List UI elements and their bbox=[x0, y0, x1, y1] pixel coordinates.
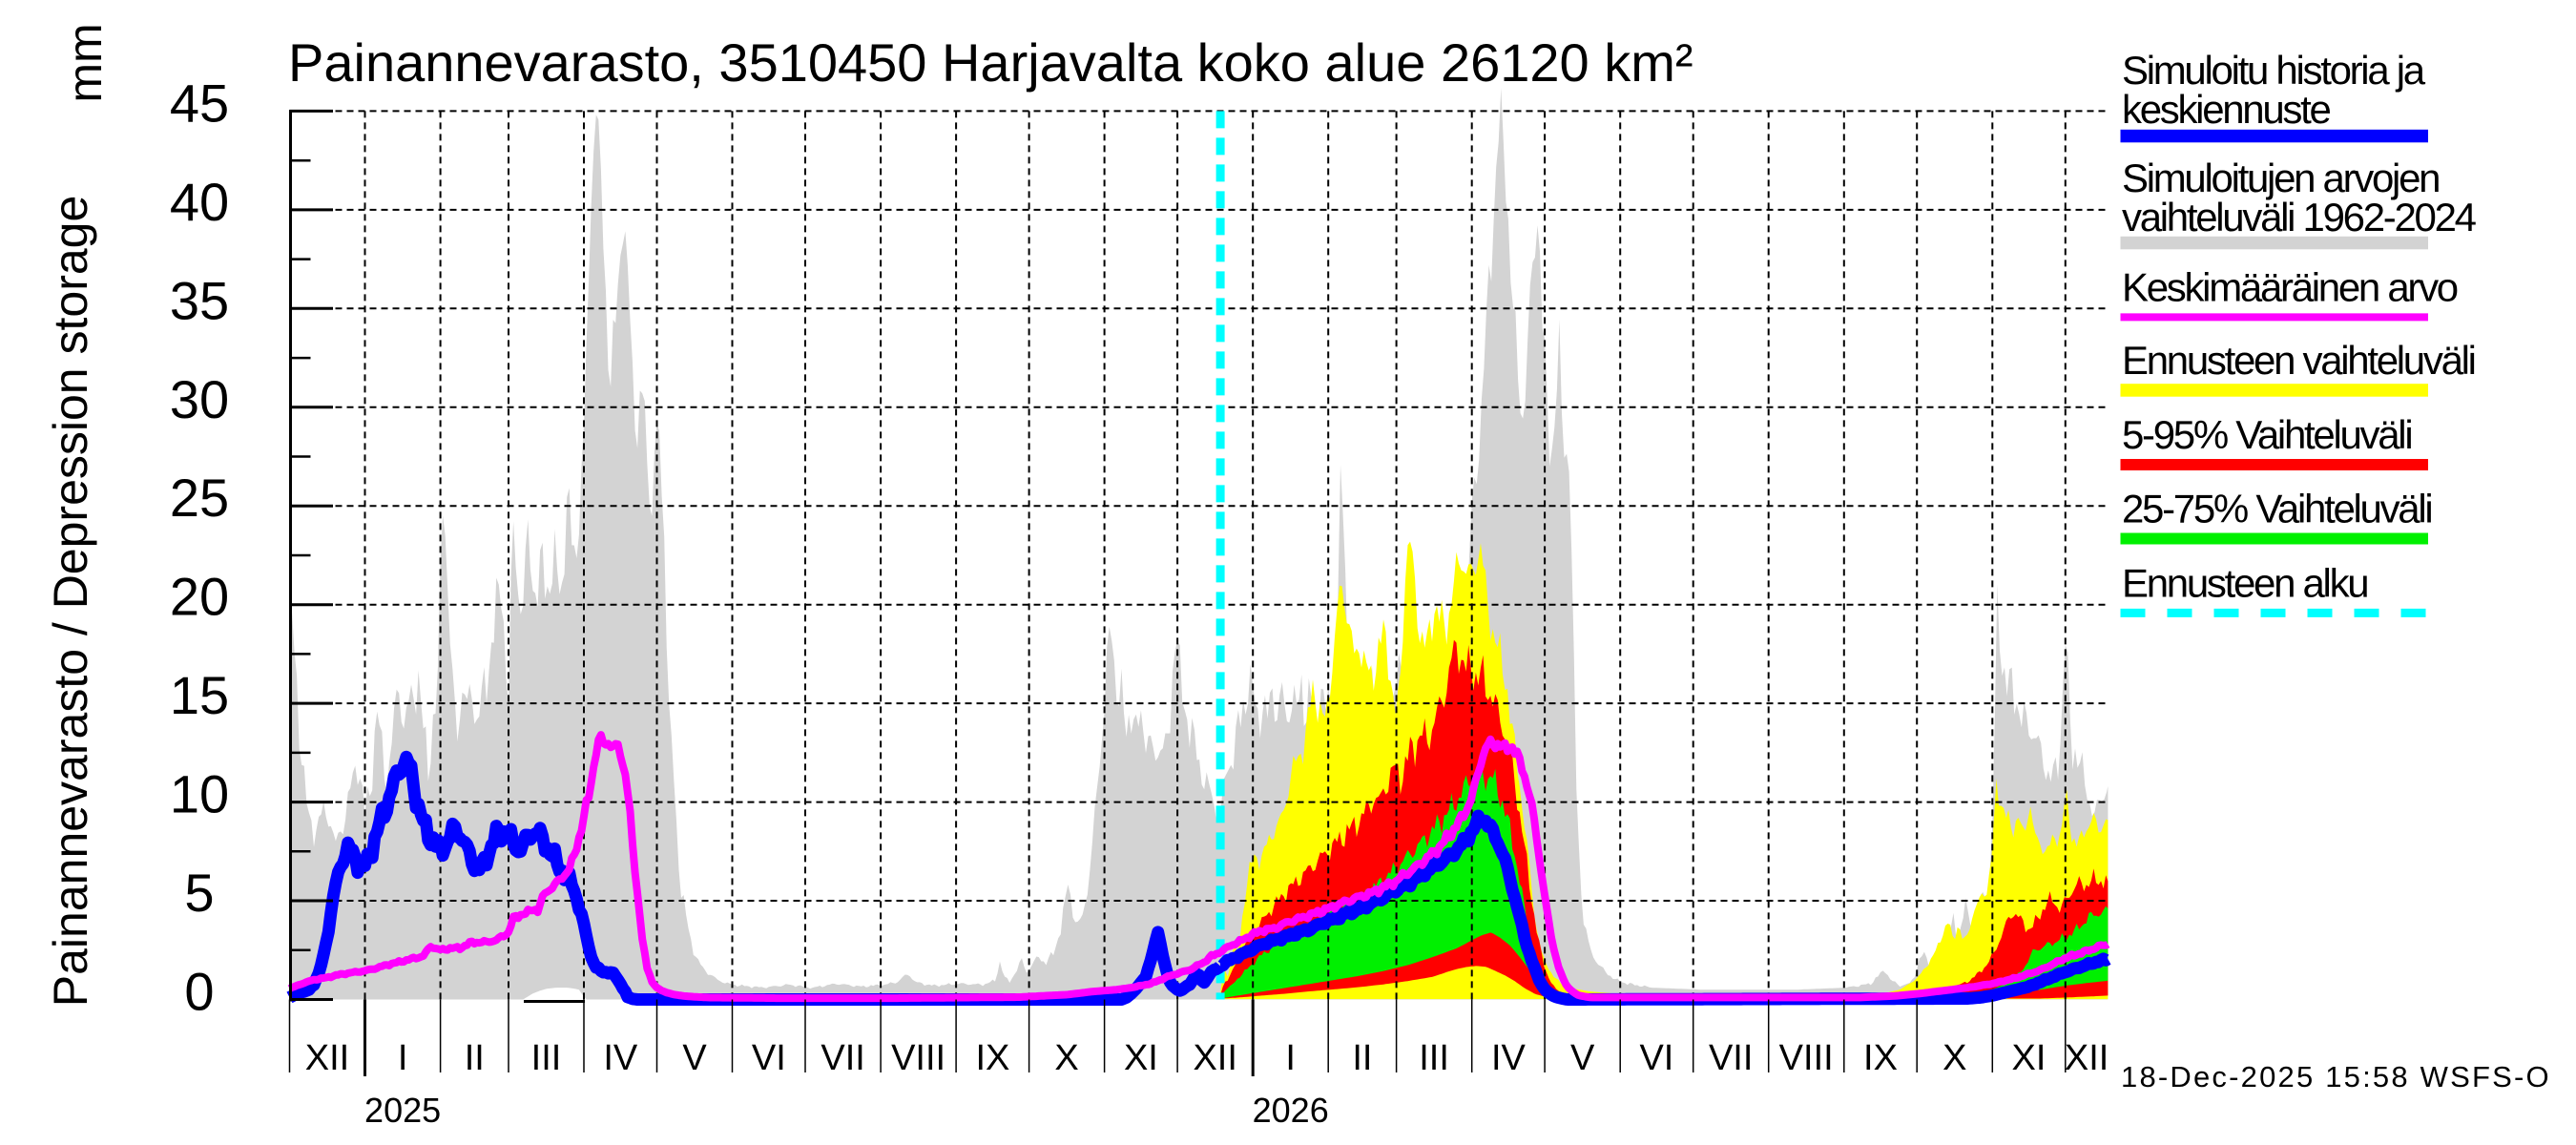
svg-text:II: II bbox=[1352, 1038, 1372, 1078]
svg-text:VIII: VIII bbox=[891, 1038, 945, 1078]
svg-text:10: 10 bbox=[170, 764, 229, 824]
svg-text:VII: VII bbox=[821, 1038, 864, 1078]
svg-text:X: X bbox=[1942, 1038, 1966, 1078]
svg-text:VI: VI bbox=[752, 1038, 786, 1078]
svg-text:35: 35 bbox=[170, 270, 229, 330]
svg-text:18-Dec-2025 15:58 WSFS-O: 18-Dec-2025 15:58 WSFS-O bbox=[2121, 1060, 2551, 1093]
svg-text:XII: XII bbox=[2065, 1038, 2109, 1078]
svg-text:Painannevarasto / Depression s: Painannevarasto / Depression storage bbox=[44, 196, 97, 1008]
svg-text:II: II bbox=[465, 1038, 485, 1078]
svg-text:5: 5 bbox=[184, 863, 214, 923]
svg-text:XI: XI bbox=[2012, 1038, 2046, 1078]
svg-text:keskiennuste: keskiennuste bbox=[2122, 87, 2330, 132]
svg-text:25-75% Vaihteluväli: 25-75% Vaihteluväli bbox=[2122, 487, 2431, 531]
svg-text:2026: 2026 bbox=[1253, 1091, 1329, 1130]
svg-text:III: III bbox=[531, 1038, 562, 1078]
svg-text:I: I bbox=[1285, 1038, 1296, 1078]
svg-text:25: 25 bbox=[170, 468, 229, 528]
svg-text:X: X bbox=[1054, 1038, 1078, 1078]
svg-text:I: I bbox=[398, 1038, 408, 1078]
svg-text:XII: XII bbox=[305, 1038, 349, 1078]
svg-text:Keskimääräinen arvo: Keskimääräinen arvo bbox=[2122, 265, 2458, 310]
svg-text:VIII: VIII bbox=[1779, 1038, 1834, 1078]
svg-text:mm: mm bbox=[58, 23, 112, 102]
svg-text:IX: IX bbox=[1863, 1038, 1898, 1078]
svg-text:5-95% Vaihteluväli: 5-95% Vaihteluväli bbox=[2122, 412, 2411, 457]
svg-text:45: 45 bbox=[170, 73, 229, 133]
svg-text:XII: XII bbox=[1193, 1038, 1236, 1078]
svg-text:IV: IV bbox=[603, 1038, 638, 1078]
svg-text:15: 15 bbox=[170, 665, 229, 725]
svg-text:40: 40 bbox=[170, 172, 229, 232]
svg-text:V: V bbox=[682, 1038, 707, 1078]
svg-text:2025: 2025 bbox=[364, 1091, 441, 1130]
svg-text:Simuloitu historia ja: Simuloitu historia ja bbox=[2122, 48, 2426, 93]
svg-text:Ennusteen vaihteluväli: Ennusteen vaihteluväli bbox=[2122, 338, 2475, 383]
svg-text:XI: XI bbox=[1124, 1038, 1158, 1078]
svg-text:V: V bbox=[1570, 1038, 1595, 1078]
svg-text:VII: VII bbox=[1709, 1038, 1753, 1078]
svg-text:Simuloitujen arvojen: Simuloitujen arvojen bbox=[2122, 156, 2439, 200]
svg-text:Ennusteen alku: Ennusteen alku bbox=[2122, 561, 2367, 606]
svg-text:vaihteluväli 1962-2024: vaihteluväli 1962-2024 bbox=[2122, 195, 2477, 239]
svg-text:20: 20 bbox=[170, 567, 229, 627]
svg-text:III: III bbox=[1419, 1038, 1449, 1078]
svg-text:Painannevarasto, 3510450 Harja: Painannevarasto, 3510450 Harjavalta koko… bbox=[288, 32, 1693, 93]
svg-text:VI: VI bbox=[1639, 1038, 1673, 1078]
svg-text:30: 30 bbox=[170, 369, 229, 429]
svg-text:IV: IV bbox=[1491, 1038, 1527, 1078]
svg-text:0: 0 bbox=[184, 962, 214, 1022]
svg-text:IX: IX bbox=[975, 1038, 1009, 1078]
